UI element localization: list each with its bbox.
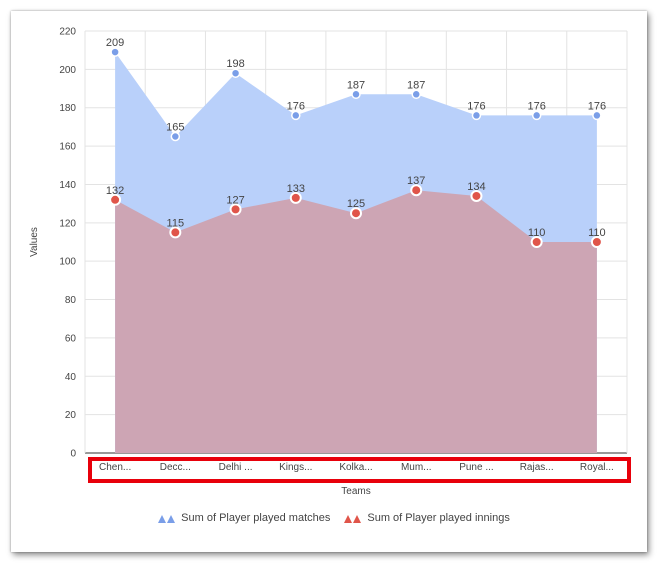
legend: Sum of Player played matches Sum of Play… bbox=[0, 512, 668, 524]
x-tick-label: Mum... bbox=[401, 462, 432, 473]
area-series-icon bbox=[158, 513, 176, 523]
data-label: 132 bbox=[106, 185, 124, 197]
data-point bbox=[229, 203, 242, 216]
x-tick-label: Rajas... bbox=[520, 462, 554, 473]
data-label: 209 bbox=[106, 37, 124, 49]
data-label: 187 bbox=[407, 79, 425, 91]
y-tick-label: 160 bbox=[59, 142, 76, 153]
x-tick-label: Kolka... bbox=[339, 462, 372, 473]
y-tick-label: 120 bbox=[59, 218, 76, 229]
data-label: 134 bbox=[467, 181, 485, 193]
data-label: 176 bbox=[527, 100, 545, 112]
data-label: 187 bbox=[347, 79, 365, 91]
data-point bbox=[470, 189, 483, 202]
data-point bbox=[351, 89, 361, 100]
legend-item-matches[interactable]: Sum of Player played matches bbox=[158, 512, 330, 524]
y-tick-label: 200 bbox=[59, 65, 76, 76]
series-area-1 bbox=[115, 190, 597, 453]
data-point bbox=[411, 89, 421, 100]
data-point bbox=[289, 191, 302, 204]
y-tick-label: 180 bbox=[59, 103, 76, 114]
data-point bbox=[170, 131, 181, 142]
x-tick-label: Royal... bbox=[580, 462, 614, 473]
y-tick-label: 40 bbox=[65, 372, 77, 383]
x-tick-label: Delhi ... bbox=[219, 462, 253, 473]
data-label: 176 bbox=[287, 100, 305, 112]
data-point bbox=[530, 236, 543, 248]
data-label: 110 bbox=[528, 227, 546, 239]
data-label: 125 bbox=[347, 198, 365, 210]
data-point bbox=[109, 193, 122, 206]
legend-label-innings: Sum of Player played innings bbox=[367, 512, 510, 524]
y-tick-label: 0 bbox=[70, 449, 76, 460]
data-label: 115 bbox=[167, 217, 185, 229]
data-point bbox=[110, 47, 120, 57]
y-tick-label: 220 bbox=[59, 27, 76, 38]
data-label: 110 bbox=[588, 227, 606, 239]
data-point bbox=[350, 207, 362, 220]
data-point bbox=[590, 236, 603, 248]
y-tick-label: 20 bbox=[65, 410, 77, 421]
x-tick-label: Chen... bbox=[99, 462, 131, 473]
data-label: 137 bbox=[407, 175, 425, 187]
data-label: 176 bbox=[588, 100, 606, 112]
y-tick-label: 80 bbox=[65, 295, 77, 306]
data-label: 165 bbox=[166, 122, 184, 134]
data-point bbox=[592, 110, 602, 121]
y-tick-label: 140 bbox=[59, 180, 76, 191]
data-label: 176 bbox=[467, 100, 485, 112]
legend-label-matches: Sum of Player played matches bbox=[181, 512, 331, 524]
y-axis-title: Values bbox=[29, 227, 40, 257]
data-point bbox=[410, 184, 423, 197]
x-axis-title: Teams bbox=[341, 486, 370, 497]
data-label: 133 bbox=[287, 183, 305, 195]
x-tick-label: Kings... bbox=[279, 462, 312, 473]
y-tick-label: 60 bbox=[65, 333, 77, 344]
data-point bbox=[531, 110, 542, 121]
highlight-box bbox=[88, 457, 631, 483]
x-tick-label: Decc... bbox=[160, 462, 191, 473]
legend-item-innings[interactable]: Sum of Player played innings bbox=[344, 512, 510, 524]
data-point bbox=[471, 110, 482, 121]
data-point bbox=[230, 68, 241, 78]
data-point bbox=[291, 110, 301, 121]
data-label: 198 bbox=[226, 58, 244, 70]
area-series-icon bbox=[344, 513, 362, 523]
x-tick-label: Pune ... bbox=[459, 462, 493, 473]
data-label: 127 bbox=[226, 194, 244, 206]
data-point bbox=[169, 226, 182, 239]
y-tick-label: 100 bbox=[59, 257, 76, 268]
